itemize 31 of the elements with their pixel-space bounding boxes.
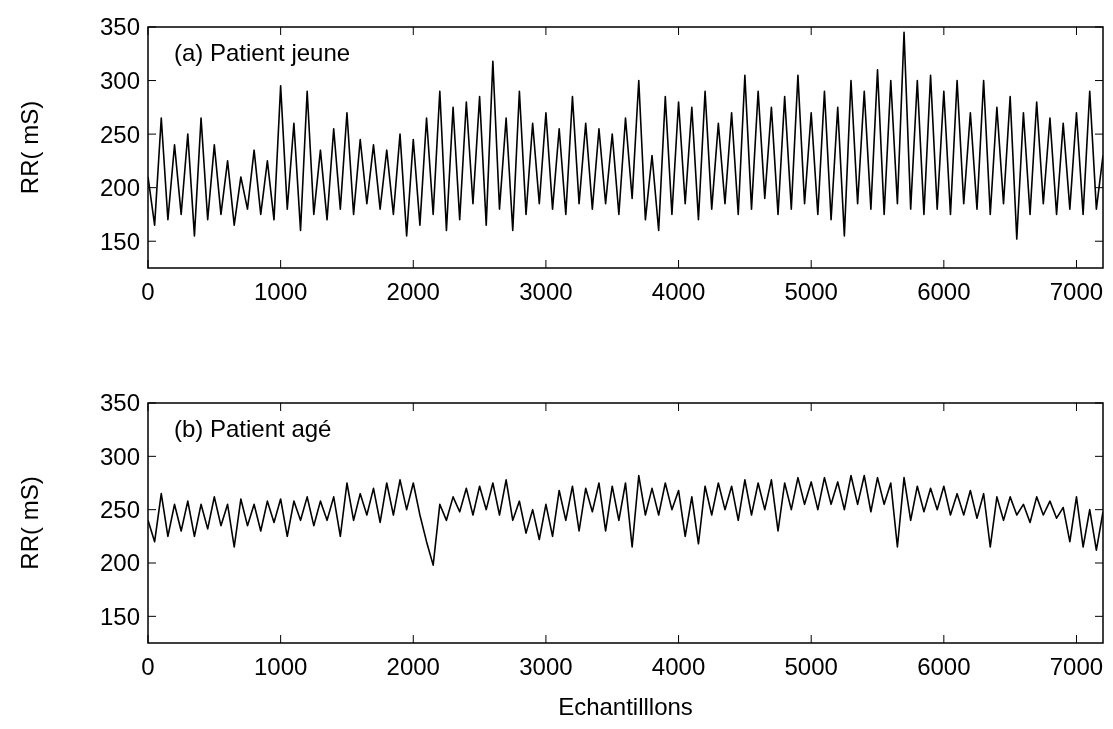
y-axis-title: RR( mS) <box>16 476 43 570</box>
y-tick-label: 150 <box>99 227 140 255</box>
x-tick-label: 3000 <box>519 278 573 305</box>
y-tick-label: 350 <box>99 13 140 41</box>
y-tick-label: 300 <box>99 66 140 94</box>
y-tick-label: 200 <box>99 549 140 577</box>
y-tick-label: 250 <box>99 120 140 148</box>
x-tick-label: 7000 <box>1049 278 1104 305</box>
y-tick-label: 200 <box>99 174 140 202</box>
x-tick-label: 7000 <box>1049 653 1104 680</box>
x-tick-label: 1000 <box>253 653 308 680</box>
x-tick-label: 2000 <box>386 653 440 680</box>
x-tick-label: 4000 <box>651 278 706 305</box>
text: (a) Patient jeune <box>174 39 351 66</box>
x-tick-label: 3000 <box>519 653 573 680</box>
x-axis-title: Echantilllons <box>558 693 693 720</box>
text: (b) Patient agé <box>174 415 332 442</box>
y-tick-label: 300 <box>99 442 140 470</box>
x-tick-label: 5000 <box>784 653 838 680</box>
y-tick-label: 350 <box>99 389 140 417</box>
x-tick-label: 4000 <box>651 653 706 680</box>
y-tick-label: 150 <box>99 602 140 630</box>
x-tick-label: 2000 <box>386 278 440 305</box>
x-tick-label: 6000 <box>917 653 971 680</box>
x-tick-label: 6000 <box>917 278 971 305</box>
x-tick-label: 1000 <box>253 278 308 305</box>
y-axis-title: RR( mS) <box>16 100 43 195</box>
x-tick-label: 0 <box>141 653 155 680</box>
y-tick-label: 250 <box>99 496 140 524</box>
x-tick-label: 0 <box>141 278 155 305</box>
x-tick-label: 5000 <box>784 278 838 305</box>
